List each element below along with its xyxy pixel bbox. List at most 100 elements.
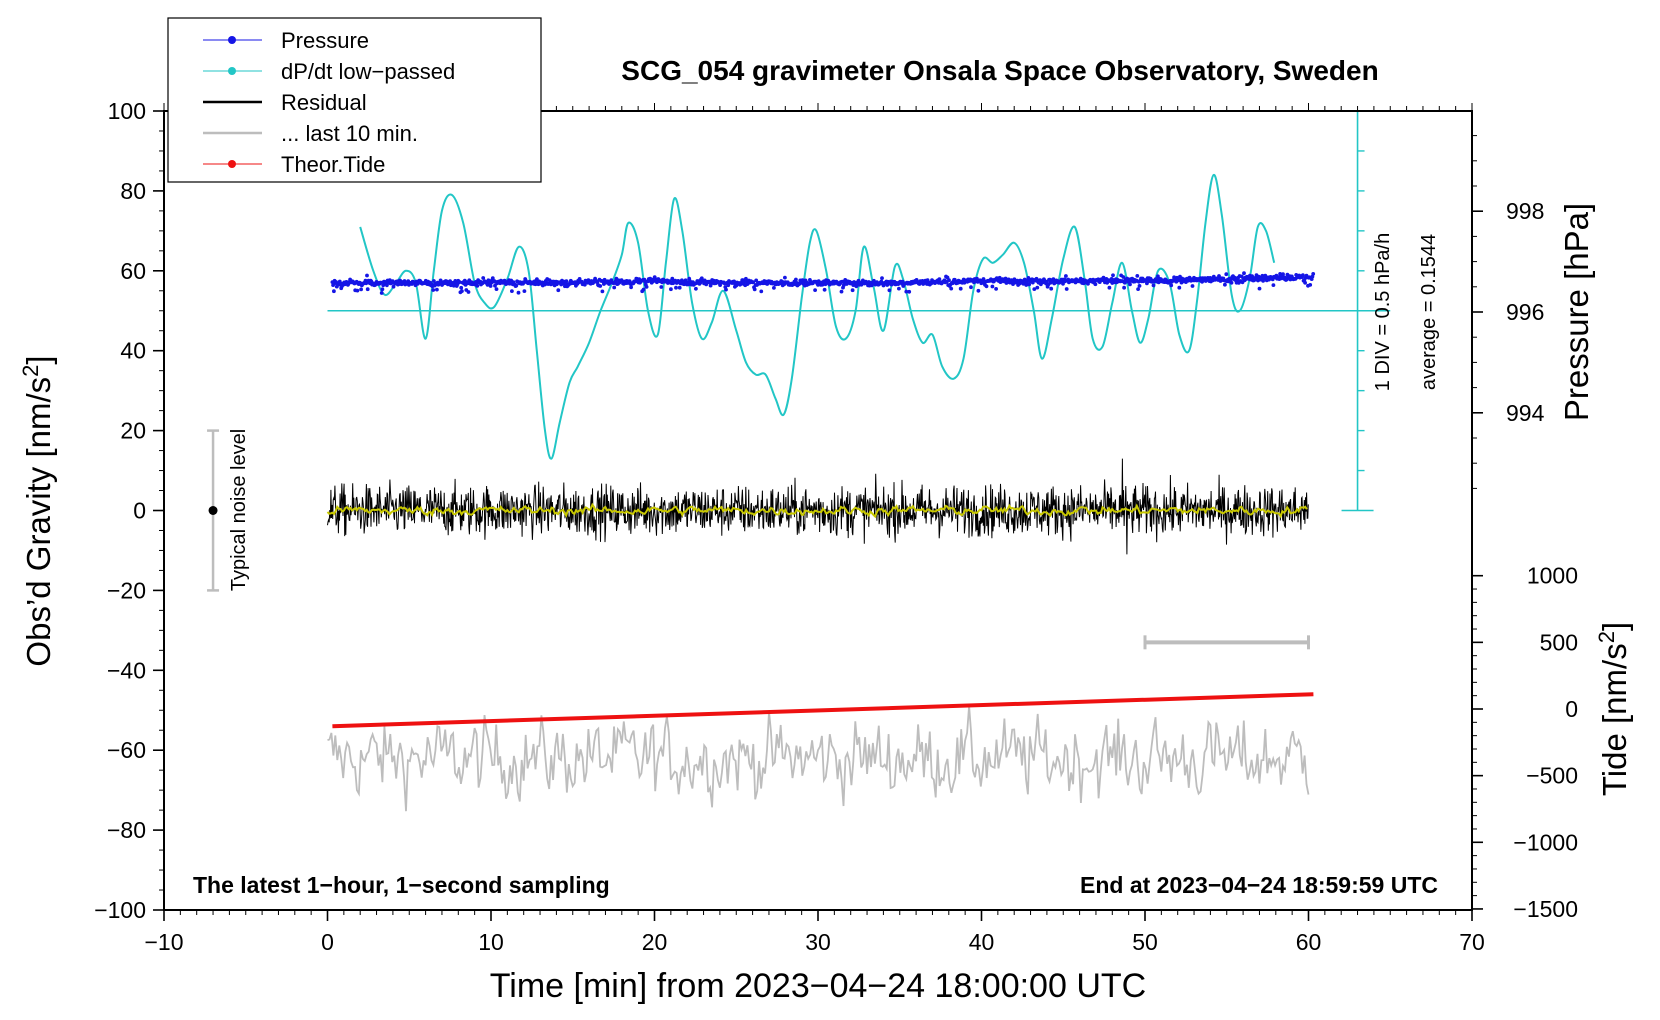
pressure-point [481, 276, 486, 280]
x-tick-label: 70 [1459, 929, 1485, 955]
pressure-point [431, 288, 436, 292]
pressure-point [947, 278, 951, 283]
pressure-point [726, 283, 731, 288]
pressure-point [850, 288, 855, 293]
pressure-point [385, 283, 389, 288]
pressure-point [1177, 285, 1182, 290]
pressure-point [841, 283, 846, 287]
pressure-point [556, 288, 561, 293]
series-residual-line [327, 458, 1309, 555]
pressure-point [1128, 282, 1132, 287]
y-left-tick-label: −40 [107, 657, 146, 683]
annotation-sampling: The latest 1−hour, 1−second sampling [193, 872, 610, 898]
pressure-point [1257, 286, 1262, 291]
pressure-point [1281, 272, 1285, 276]
tide-tick-label: 1000 [1527, 563, 1578, 589]
x-tick-label: 30 [805, 929, 831, 955]
pressure-point [694, 286, 698, 291]
pressure-point [644, 285, 649, 289]
pressure-point [1135, 274, 1140, 278]
pressure-point [772, 286, 776, 290]
y-left-tick-label: 40 [120, 338, 146, 364]
y-left-tick-label: 20 [120, 418, 146, 444]
legend: Pressure dP/dt low−passed Residual ... last… [167, 17, 542, 183]
pressure-point [612, 285, 617, 290]
pressure-point [677, 285, 682, 290]
pressure-tick-label: 994 [1506, 400, 1545, 426]
x-tick-label: 60 [1296, 929, 1322, 955]
pressure-point [759, 289, 764, 294]
pressure-point [744, 276, 748, 281]
legend-box [167, 17, 542, 183]
pressure-point [1107, 285, 1112, 290]
pressure-point [1223, 282, 1227, 287]
tide-tick-label: −1500 [1513, 896, 1578, 922]
pressure-point [391, 284, 396, 289]
pressure-point [355, 288, 360, 293]
pressure-point [1311, 272, 1316, 276]
series-last10-line [327, 705, 1310, 812]
noise-bar-center-dot [208, 506, 218, 515]
pressure-point [1136, 287, 1140, 291]
y-left-tick-label: 100 [108, 98, 146, 124]
pressure-point [457, 280, 462, 284]
pressure-point [510, 289, 514, 293]
y-left-tick-label: −60 [107, 737, 146, 763]
pressure-point [1303, 280, 1307, 285]
y-left-tick-label: 60 [120, 258, 146, 284]
y-left-tick-label: −80 [107, 817, 146, 843]
pressure-point [488, 284, 493, 288]
pressure-tick-label: 998 [1506, 198, 1544, 224]
pressure-point [839, 289, 844, 294]
pressure-point [751, 280, 756, 284]
pressure-point [813, 288, 817, 292]
series-dpdt-line [359, 173, 1276, 460]
pressure-point [365, 287, 370, 292]
pressure-point [1064, 287, 1069, 291]
pressure-point [493, 283, 497, 288]
pressure-point [379, 280, 383, 285]
pressure-point [880, 276, 884, 280]
pressure-point [794, 277, 798, 282]
y-left-axis-label: Obs’d Gravity [nm/s2] [18, 355, 58, 666]
legend-swatch-dot [228, 67, 236, 75]
pressure-point [976, 288, 981, 293]
pressure-point [907, 289, 912, 294]
pressure-point [754, 278, 759, 283]
y-left-tick-label: −100 [94, 897, 146, 923]
legend-label: Pressure [281, 28, 369, 53]
pressure-point [535, 277, 539, 281]
pressure-point [969, 285, 973, 290]
x-tick-label: 50 [1132, 929, 1158, 955]
pressure-point [522, 289, 527, 293]
legend-swatch-dot [228, 36, 236, 44]
pressure-point [904, 289, 909, 294]
pressure-point [1049, 286, 1054, 291]
series-pressure-dots [330, 271, 1316, 295]
pressure-point [1034, 276, 1039, 281]
y-left-tick-label: −20 [107, 577, 146, 603]
y-left-tick-label: 80 [120, 178, 146, 204]
legend-label: Residual [281, 90, 367, 115]
pressure-point [1308, 283, 1313, 287]
pressure-point [380, 287, 385, 292]
pressure-point [669, 287, 673, 292]
pressure-point [598, 284, 603, 288]
tide-tick-label: 0 [1565, 696, 1578, 722]
pressure-point [359, 287, 363, 292]
pressure-point [494, 287, 499, 291]
tide-tick-label: −500 [1526, 763, 1578, 789]
dpdt-div-label: 1 DIV = 0.5 hPa/h [1372, 233, 1394, 391]
pressure-point [680, 278, 684, 283]
pressure-point [1121, 275, 1126, 279]
pressure-point [460, 289, 464, 293]
pressure-point [1122, 285, 1126, 290]
pressure-point [984, 284, 989, 289]
pressure-point [379, 291, 384, 295]
pressure-point [1024, 283, 1029, 287]
pressure-point [724, 287, 728, 292]
x-tick-label: 0 [321, 929, 334, 955]
pressure-point [1190, 284, 1195, 288]
pressure-point [516, 290, 521, 295]
